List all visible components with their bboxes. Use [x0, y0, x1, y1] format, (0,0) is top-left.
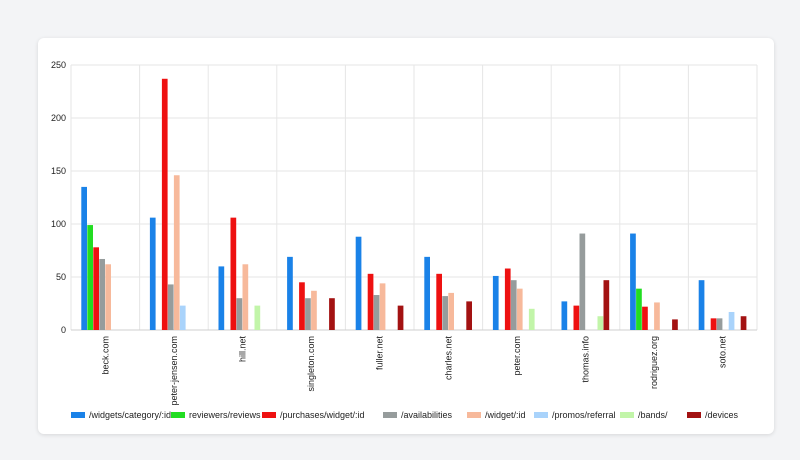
- bar: [436, 273, 442, 330]
- bar: [603, 280, 610, 330]
- chart-card: 0 50 100 150 200 250 beck.com peter-jensen.com h…: [38, 38, 774, 434]
- bar: [105, 264, 111, 330]
- x-tick-label: thomas.info: [581, 336, 591, 383]
- bar: [579, 233, 586, 330]
- bar: [728, 311, 735, 330]
- x-tick-label: hill.net: [238, 336, 248, 363]
- bar-chart: 0 50 100 150 200 250 beck.com peter-jensen.com h…: [51, 60, 758, 420]
- bar: [636, 288, 642, 330]
- bar: [254, 305, 261, 330]
- bar: [311, 290, 317, 330]
- legend-swatch: [467, 412, 481, 418]
- bar: [698, 280, 705, 330]
- bar: [642, 306, 648, 330]
- legend-swatch: [620, 412, 634, 418]
- x-tick-label: soto.net: [718, 336, 728, 369]
- bar: [99, 258, 105, 330]
- bar: [561, 301, 568, 330]
- y-tick-label: 0: [61, 325, 66, 335]
- bar: [379, 283, 386, 330]
- bar: [510, 280, 517, 330]
- bar: [173, 175, 180, 330]
- x-tick-label: singleton.com: [306, 336, 316, 392]
- bar: [93, 247, 99, 330]
- bar: [630, 233, 636, 330]
- legend-swatch: [383, 412, 397, 418]
- legend-swatch: [171, 412, 185, 418]
- y-tick-label: 150: [51, 166, 66, 176]
- bar: [305, 298, 311, 330]
- legend-label: reviewers/reviews: [189, 410, 261, 420]
- y-tick-label: 250: [51, 60, 66, 70]
- bar: [442, 296, 448, 330]
- bar: [287, 256, 293, 330]
- bar: [672, 319, 678, 330]
- legend-label: /devices: [705, 410, 739, 420]
- legend-label: /widget/:id: [485, 410, 526, 420]
- bar: [448, 292, 454, 330]
- bar: [161, 78, 168, 330]
- bar: [167, 284, 174, 330]
- bar: [504, 268, 511, 330]
- bar: [397, 305, 404, 330]
- y-tick-label: 100: [51, 219, 66, 229]
- bar: [299, 282, 305, 330]
- x-tick-label: fuller.net: [375, 336, 385, 371]
- legend-swatch: [71, 412, 85, 418]
- bar: [740, 316, 747, 330]
- bar: [230, 217, 237, 330]
- bar: [329, 298, 335, 330]
- bar: [236, 298, 243, 330]
- y-tick-label: 200: [51, 113, 66, 123]
- bar: [492, 275, 499, 330]
- bar: [466, 301, 472, 330]
- legend-label: /bands/: [638, 410, 668, 420]
- bar: [573, 305, 580, 330]
- bar: [516, 288, 523, 330]
- bar: [355, 236, 362, 330]
- bar: [149, 217, 156, 330]
- legend-label: /purchases/widget/:id: [280, 410, 365, 420]
- bar: [710, 318, 717, 330]
- bar: [597, 316, 604, 330]
- legend-swatch: [687, 412, 701, 418]
- legend-label: /availabilities: [401, 410, 453, 420]
- legend-swatch: [534, 412, 548, 418]
- y-tick-label: 50: [56, 272, 66, 282]
- legend-swatch: [262, 412, 276, 418]
- bar: [81, 186, 87, 330]
- bar: [424, 256, 430, 330]
- bar: [218, 266, 225, 330]
- legend-label: /widgets/category/:id: [89, 410, 171, 420]
- bar: [242, 264, 249, 330]
- x-tick-label: beck.com: [100, 336, 110, 375]
- bar: [367, 273, 374, 330]
- x-tick-label: charles.net: [443, 336, 453, 381]
- bar: [716, 318, 723, 330]
- bar: [654, 302, 660, 330]
- bar: [87, 225, 93, 330]
- legend-label: /promos/referral: [552, 410, 616, 420]
- bar: [528, 308, 535, 330]
- x-tick-label: rodriguez.org: [649, 336, 659, 389]
- bar: [179, 305, 186, 330]
- bar: [373, 295, 380, 330]
- x-tick-label: peter-jensen.com: [169, 336, 179, 406]
- x-tick-label: peter.com: [512, 336, 522, 376]
